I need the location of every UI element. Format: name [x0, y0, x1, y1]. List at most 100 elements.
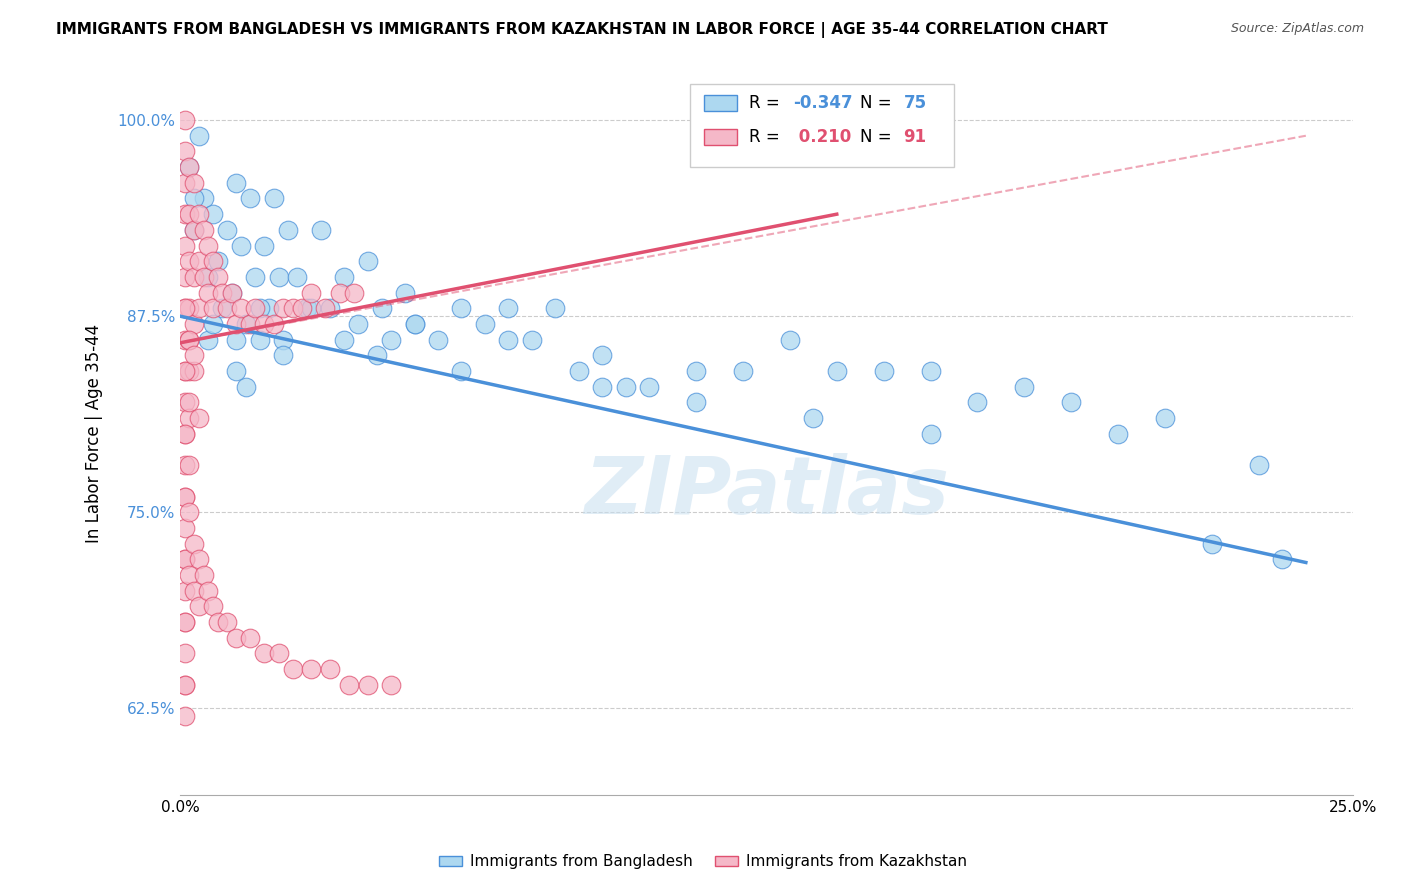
Point — [319, 301, 342, 316]
FancyBboxPatch shape — [690, 84, 955, 167]
Y-axis label: In Labor Force | Age 35-44: In Labor Force | Age 35-44 — [86, 325, 103, 543]
Point — [343, 285, 366, 300]
Point — [225, 317, 247, 331]
Text: 91: 91 — [904, 128, 927, 146]
Point — [235, 380, 257, 394]
Point — [801, 411, 824, 425]
Point — [187, 411, 209, 425]
Point — [173, 395, 195, 409]
Point — [685, 364, 707, 378]
Point — [1014, 380, 1036, 394]
Point — [357, 678, 380, 692]
Point — [173, 583, 195, 598]
Point — [173, 207, 195, 221]
Point — [173, 678, 195, 692]
Point — [173, 709, 195, 723]
Point — [173, 176, 195, 190]
Point — [1247, 458, 1270, 473]
Point — [1107, 426, 1129, 441]
Point — [179, 458, 201, 473]
Point — [371, 301, 394, 316]
Point — [173, 145, 195, 159]
Point — [173, 521, 195, 535]
Point — [183, 364, 205, 378]
Point — [309, 223, 332, 237]
Point — [197, 269, 219, 284]
Point — [201, 599, 224, 614]
Point — [197, 333, 219, 347]
Point — [225, 333, 247, 347]
Point — [873, 364, 896, 378]
Point — [243, 269, 266, 284]
Point — [179, 301, 201, 316]
Point — [277, 223, 299, 237]
Point — [291, 301, 314, 316]
Point — [474, 317, 496, 331]
Point — [173, 490, 195, 504]
Point — [183, 223, 205, 237]
Point — [1201, 536, 1223, 550]
Point — [333, 333, 356, 347]
Point — [1271, 552, 1294, 566]
Text: ZIPatlas: ZIPatlas — [583, 452, 949, 531]
Point — [239, 317, 262, 331]
Text: R =: R = — [749, 128, 785, 146]
Point — [201, 254, 224, 268]
Point — [263, 192, 285, 206]
Point — [281, 301, 304, 316]
Point — [201, 317, 224, 331]
Point — [253, 238, 276, 252]
Point — [498, 301, 520, 316]
Point — [207, 269, 229, 284]
Point — [173, 269, 195, 284]
Point — [173, 678, 195, 692]
Point — [271, 301, 294, 316]
Point — [267, 269, 290, 284]
Point — [299, 662, 322, 676]
Point — [201, 301, 224, 316]
Point — [215, 615, 238, 629]
Point — [520, 333, 543, 347]
Point — [183, 192, 205, 206]
Point — [328, 285, 350, 300]
Point — [235, 317, 257, 331]
Point — [173, 615, 195, 629]
Point — [257, 301, 280, 316]
Text: -0.347: -0.347 — [793, 95, 853, 112]
Point — [314, 301, 336, 316]
Point — [295, 301, 318, 316]
Point — [920, 364, 942, 378]
Point — [173, 552, 195, 566]
Point — [225, 631, 247, 645]
Point — [263, 317, 285, 331]
Point — [249, 333, 271, 347]
Point — [357, 254, 380, 268]
Point — [173, 426, 195, 441]
Point — [731, 364, 754, 378]
Point — [187, 128, 209, 143]
Point — [450, 301, 472, 316]
Point — [173, 238, 195, 252]
Point — [825, 364, 848, 378]
Text: N =: N = — [860, 95, 897, 112]
Point — [193, 269, 215, 284]
Point — [271, 333, 294, 347]
Point — [173, 458, 195, 473]
Point — [243, 301, 266, 316]
Point — [281, 662, 304, 676]
Point — [179, 207, 201, 221]
Point — [568, 364, 591, 378]
Point — [253, 317, 276, 331]
Point — [173, 301, 195, 316]
Point — [614, 380, 637, 394]
Point — [380, 678, 402, 692]
Point — [920, 426, 942, 441]
Point — [173, 333, 195, 347]
Point — [450, 364, 472, 378]
Point — [173, 490, 195, 504]
Point — [193, 192, 215, 206]
Point — [591, 380, 613, 394]
Point — [271, 348, 294, 362]
Point — [498, 333, 520, 347]
Point — [187, 599, 209, 614]
